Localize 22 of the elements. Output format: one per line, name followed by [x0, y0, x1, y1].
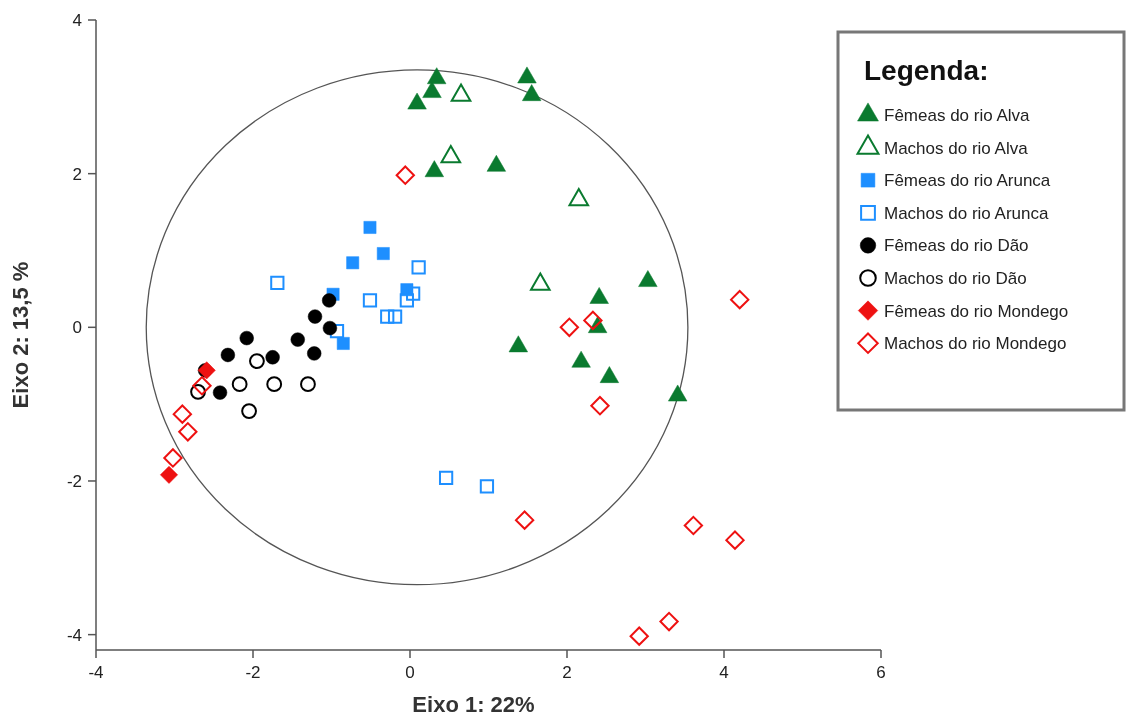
- x-tick-label: 2: [562, 663, 572, 682]
- legend-label: Machos do rio Alva: [884, 138, 1029, 158]
- legend-label: Machos do rio Mondego: [884, 334, 1067, 354]
- legend-label: Fêmeas do rio Arunca: [884, 171, 1051, 191]
- legend-label: Fêmeas do rio Mondego: [884, 301, 1069, 321]
- x-tick-label: -4: [88, 663, 104, 682]
- x-tick-label: 4: [719, 663, 729, 682]
- legend-title: Legenda:: [864, 55, 989, 86]
- x-tick-label: 0: [405, 663, 415, 682]
- legend-label: Machos do rio Arunca: [884, 203, 1049, 223]
- y-tick-label: -2: [66, 471, 82, 491]
- y-tick-label: 0: [72, 318, 82, 338]
- y-tick-label: 2: [72, 164, 82, 184]
- y-axis-title: Eixo 2: 13,5 %: [8, 261, 33, 409]
- x-tick-label: -2: [245, 663, 261, 682]
- y-tick-label: -4: [66, 625, 82, 645]
- legend-label: Machos do rio Dão: [884, 269, 1027, 288]
- legend-label: Fêmeas do rio Dão: [884, 236, 1029, 256]
- legend-label: Fêmeas do rio Alva: [884, 106, 1031, 125]
- x-tick-label: 6: [876, 663, 886, 682]
- y-tick-label: 4: [72, 11, 82, 30]
- x-axis-title: Eixo 1: 22%: [412, 692, 535, 717]
